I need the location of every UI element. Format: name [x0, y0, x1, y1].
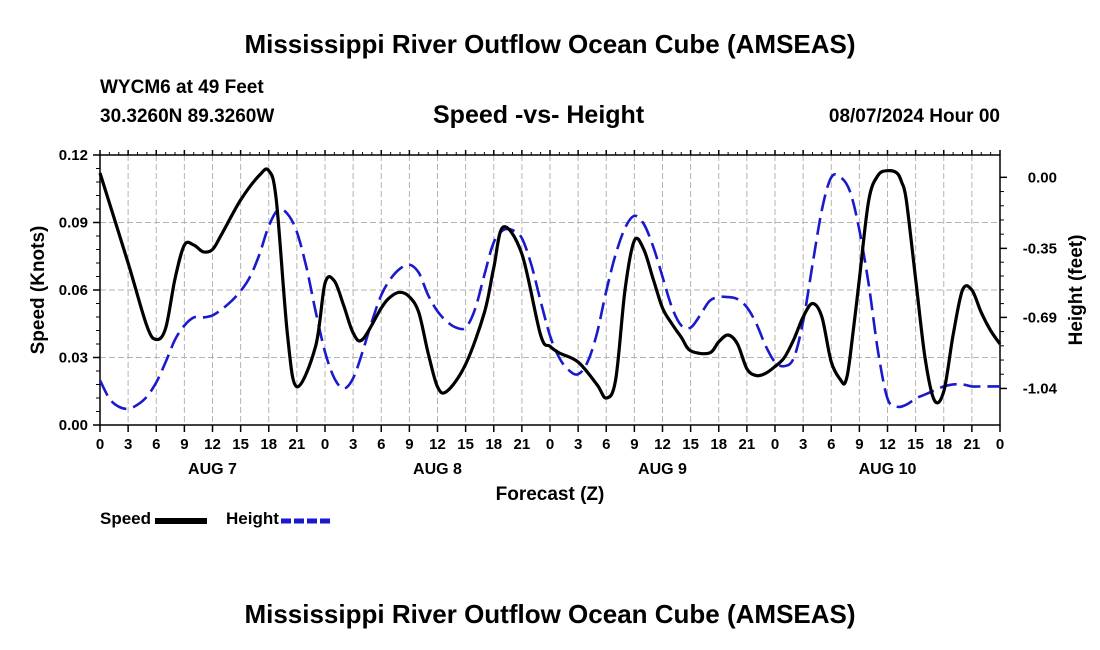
series-line-height — [98, 173, 1000, 411]
x-tick-label: 18 — [485, 436, 502, 453]
series-line-speed — [98, 167, 1002, 405]
x-day-label: AUG 10 — [859, 461, 917, 478]
x-tick-label: 9 — [180, 436, 188, 453]
x-axis-label: Forecast (Z) — [496, 484, 605, 505]
x-tick-label: 9 — [630, 436, 638, 453]
y-tick-label: 0.03 — [59, 350, 88, 367]
x-tick-label: 6 — [152, 436, 160, 453]
x-tick-label: 12 — [879, 436, 896, 453]
y-tick-label: 0.12 — [59, 147, 88, 164]
grid-lines — [100, 155, 1000, 425]
x-tick-label: 21 — [289, 436, 306, 453]
x-tick-label: 18 — [260, 436, 277, 453]
x-tick-label: 0 — [96, 436, 104, 453]
station-label: WYCM6 at 49 Feet — [100, 77, 264, 98]
x-tick-label: 18 — [935, 436, 952, 453]
y2-tick-label: -0.35 — [1023, 240, 1057, 257]
y-tick-label: 0.09 — [59, 215, 88, 232]
x-day-label: AUG 7 — [188, 461, 237, 478]
x-tick-label: 3 — [574, 436, 582, 453]
y2-axis-label: Height (feet) — [1066, 235, 1087, 346]
x-day-label: AUG 8 — [413, 461, 462, 478]
chart-subtitle: Speed -vs- Height — [433, 101, 645, 129]
x-tick-label: 12 — [204, 436, 221, 453]
y-tick-label: 0.00 — [59, 417, 88, 434]
x-tick-label: 12 — [429, 436, 446, 453]
x-tick-label: 0 — [321, 436, 329, 453]
x-tick-label: 21 — [739, 436, 756, 453]
x-tick-label: 9 — [405, 436, 413, 453]
chart-axes: 0 3 6 9 12 15 18 21 0 3 6 9 12 15 18 21 0 3 6 9 12 15 18 21 0 3 6 9… — [59, 147, 1058, 478]
y-axis-label: Speed (Knots) — [28, 226, 49, 355]
x-tick-label: 3 — [124, 436, 132, 453]
x-tick-label: 0 — [546, 436, 554, 453]
x-tick-label: 6 — [827, 436, 835, 453]
y2-tick-label: -1.04 — [1023, 380, 1058, 397]
x-tick-label: 15 — [682, 436, 699, 453]
chart-title: Mississippi River Outflow Ocean Cube (AM… — [244, 29, 856, 59]
x-tick-label: 9 — [855, 436, 863, 453]
x-tick-label: 15 — [457, 436, 474, 453]
y2-tick-label: -0.69 — [1023, 309, 1057, 326]
y2-tick-label: 0.00 — [1028, 169, 1057, 186]
series-layer — [98, 167, 1002, 411]
x-tick-label: 12 — [654, 436, 671, 453]
x-tick-label: 21 — [514, 436, 531, 453]
x-tick-label: 3 — [349, 436, 357, 453]
footer-title: Mississippi River Outflow Ocean Cube (AM… — [244, 599, 856, 629]
coordinates-label: 30.3260N 89.3260W — [100, 106, 275, 127]
x-tick-label: 0 — [996, 436, 1004, 453]
x-tick-label: 6 — [602, 436, 610, 453]
x-tick-label: 21 — [964, 436, 981, 453]
date-label: 08/07/2024 Hour 00 — [828, 106, 1000, 127]
x-tick-label: 3 — [799, 436, 807, 453]
x-tick-label: 15 — [232, 436, 249, 453]
legend: Speed Height — [100, 509, 335, 529]
legend-height-swatch — [280, 518, 333, 524]
legend-speed-swatch — [155, 518, 208, 524]
x-tick-label: 15 — [907, 436, 924, 453]
y-tick-label: 0.06 — [59, 282, 88, 299]
legend-speed-label: Speed — [100, 509, 152, 528]
x-tick-label: 18 — [710, 436, 727, 453]
x-tick-label: 6 — [377, 436, 385, 453]
x-tick-label: 0 — [771, 436, 779, 453]
x-day-label: AUG 9 — [638, 461, 687, 478]
legend-height-label: Height — [226, 509, 279, 528]
